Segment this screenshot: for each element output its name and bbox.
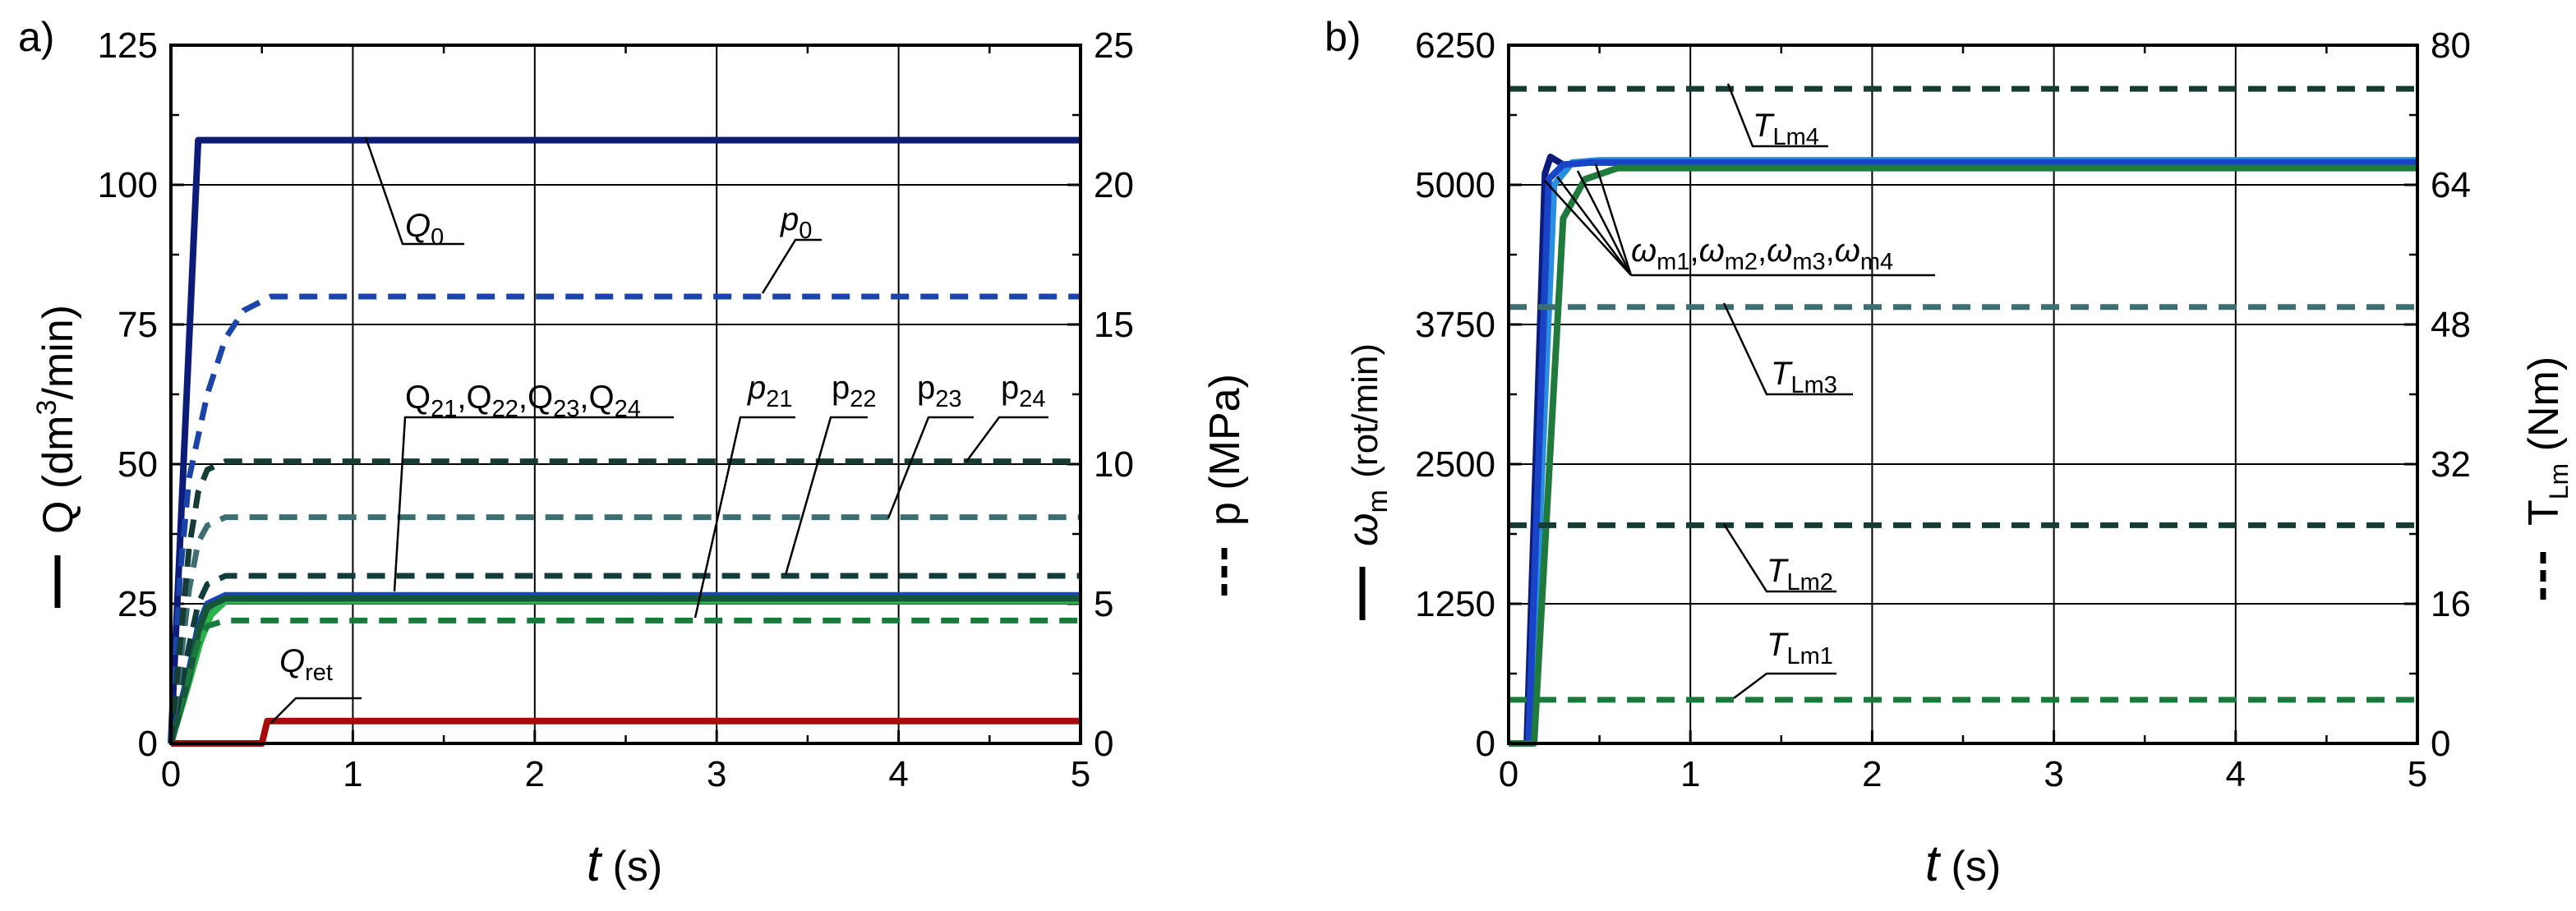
y-right-tick-label: 16 bbox=[2431, 584, 2471, 624]
x-axis-label-b: t (s) bbox=[1925, 835, 2001, 892]
x-axis-label-a: t (s) bbox=[587, 835, 662, 892]
series-p21 bbox=[168, 617, 1081, 744]
y-left-tick-label: 0 bbox=[1476, 724, 1495, 764]
y-left-tick-label: 50 bbox=[118, 444, 158, 485]
y-left-tick-label: 1250 bbox=[1415, 584, 1495, 624]
y-right-tick-label: 0 bbox=[2431, 724, 2450, 764]
label-p22: p22 bbox=[832, 370, 877, 412]
label-Q21-Q24: Q21,Q22,Q23,Q24 bbox=[405, 380, 641, 422]
label-TLm3: TLm3 bbox=[1771, 356, 1837, 398]
x-tick-label: 3 bbox=[707, 754, 726, 794]
y-right-tick-label: 64 bbox=[2431, 165, 2471, 205]
plot-frame-b bbox=[1507, 44, 2419, 745]
label-p23: p23 bbox=[917, 370, 962, 412]
y-left-tick-label: 75 bbox=[118, 305, 158, 345]
x-tick-label: 4 bbox=[2226, 754, 2246, 794]
y-left-tick-label: 2500 bbox=[1415, 444, 1495, 485]
chart-b: b) 0 1 2 3 4 50125025003750500062500163248648… bbox=[1325, 14, 2574, 892]
y-left-tick-label: 100 bbox=[98, 165, 158, 205]
svg-text:Q (dm3/min): Q (dm3/min) bbox=[31, 305, 82, 534]
annotation-leaders-b bbox=[1544, 83, 1935, 699]
y-left-tick-label: 3750 bbox=[1415, 305, 1495, 345]
label-p0: p0 bbox=[780, 201, 812, 244]
label-p21: p21 bbox=[747, 370, 793, 412]
y-axis-label-left-a: Q (dm3/min) bbox=[31, 305, 82, 608]
series-b bbox=[1509, 85, 2417, 747]
y-axis-label-right-a: p (MPa) bbox=[1201, 374, 1249, 596]
x-tick-label: 1 bbox=[343, 754, 362, 794]
svg-text:TLm (Nm): TLm (Nm) bbox=[2520, 357, 2574, 526]
annotation-leaders-a bbox=[270, 136, 1048, 724]
x-tick-label: 1 bbox=[1680, 754, 1700, 794]
label-Qret: Qret bbox=[279, 643, 333, 686]
y-axis-label-left-b: ωm (rot/min) bbox=[1339, 343, 1394, 620]
label-p24: p24 bbox=[1001, 370, 1046, 412]
x-tick-label: 5 bbox=[1071, 754, 1090, 794]
label-Q0: Q0 bbox=[405, 208, 444, 251]
y-right-tick-label: 80 bbox=[2431, 25, 2471, 66]
y-left-tick-label: 6250 bbox=[1415, 25, 1495, 66]
y-right-tick-label: 20 bbox=[1094, 165, 1134, 205]
y-left-tick-label: 125 bbox=[98, 25, 158, 66]
label-TLm1: TLm1 bbox=[1767, 627, 1833, 669]
panel-label-b: b) bbox=[1325, 14, 1361, 60]
x-tick-label: 5 bbox=[2408, 754, 2427, 794]
series-p22 bbox=[168, 573, 1081, 744]
y-right-tick-label: 0 bbox=[1094, 724, 1113, 764]
svg-text:p (MPa): p (MPa) bbox=[1201, 374, 1249, 526]
series-Q24 bbox=[168, 595, 1081, 745]
series-Q0 bbox=[168, 136, 1081, 744]
x-tick-label: 3 bbox=[2044, 754, 2063, 794]
label-TLm4: TLm4 bbox=[1753, 108, 1819, 150]
x-tick-label: 4 bbox=[888, 754, 908, 794]
series-p24 bbox=[168, 458, 1081, 744]
x-tick-label: 0 bbox=[1499, 754, 1518, 794]
series-p23 bbox=[168, 514, 1081, 744]
series-p0 bbox=[168, 293, 1081, 744]
y-right-tick-label: 25 bbox=[1094, 25, 1134, 66]
y-right-tick-label: 32 bbox=[2431, 444, 2471, 485]
svg-text:ωm (rot/min): ωm (rot/min) bbox=[1339, 343, 1394, 546]
x-tick-label: 2 bbox=[1862, 754, 1882, 794]
grid-b bbox=[1509, 45, 2417, 743]
y-right-tick-label: 10 bbox=[1094, 444, 1134, 485]
y-axis-label-right-b: TLm (Nm) bbox=[2520, 357, 2574, 600]
label-TLm2: TLm2 bbox=[1767, 553, 1833, 596]
y-left-tick-label: 0 bbox=[138, 724, 158, 764]
y-left-tick-label: 5000 bbox=[1415, 165, 1495, 205]
y-right-tick-label: 48 bbox=[2431, 305, 2471, 345]
y-left-tick-label: 25 bbox=[118, 584, 158, 624]
panel-label-a: a) bbox=[18, 14, 54, 60]
plot-frame-a bbox=[169, 44, 1082, 745]
y-right-tick-label: 5 bbox=[1094, 584, 1113, 624]
label-omega-m1-m4: ωm1,ωm2,ωm3,ωm4 bbox=[1631, 232, 1893, 275]
y-right-tick-label: 15 bbox=[1094, 305, 1134, 345]
x-tick-label: 0 bbox=[161, 754, 181, 794]
x-tick-label: 2 bbox=[525, 754, 545, 794]
series-a bbox=[168, 136, 1081, 747]
